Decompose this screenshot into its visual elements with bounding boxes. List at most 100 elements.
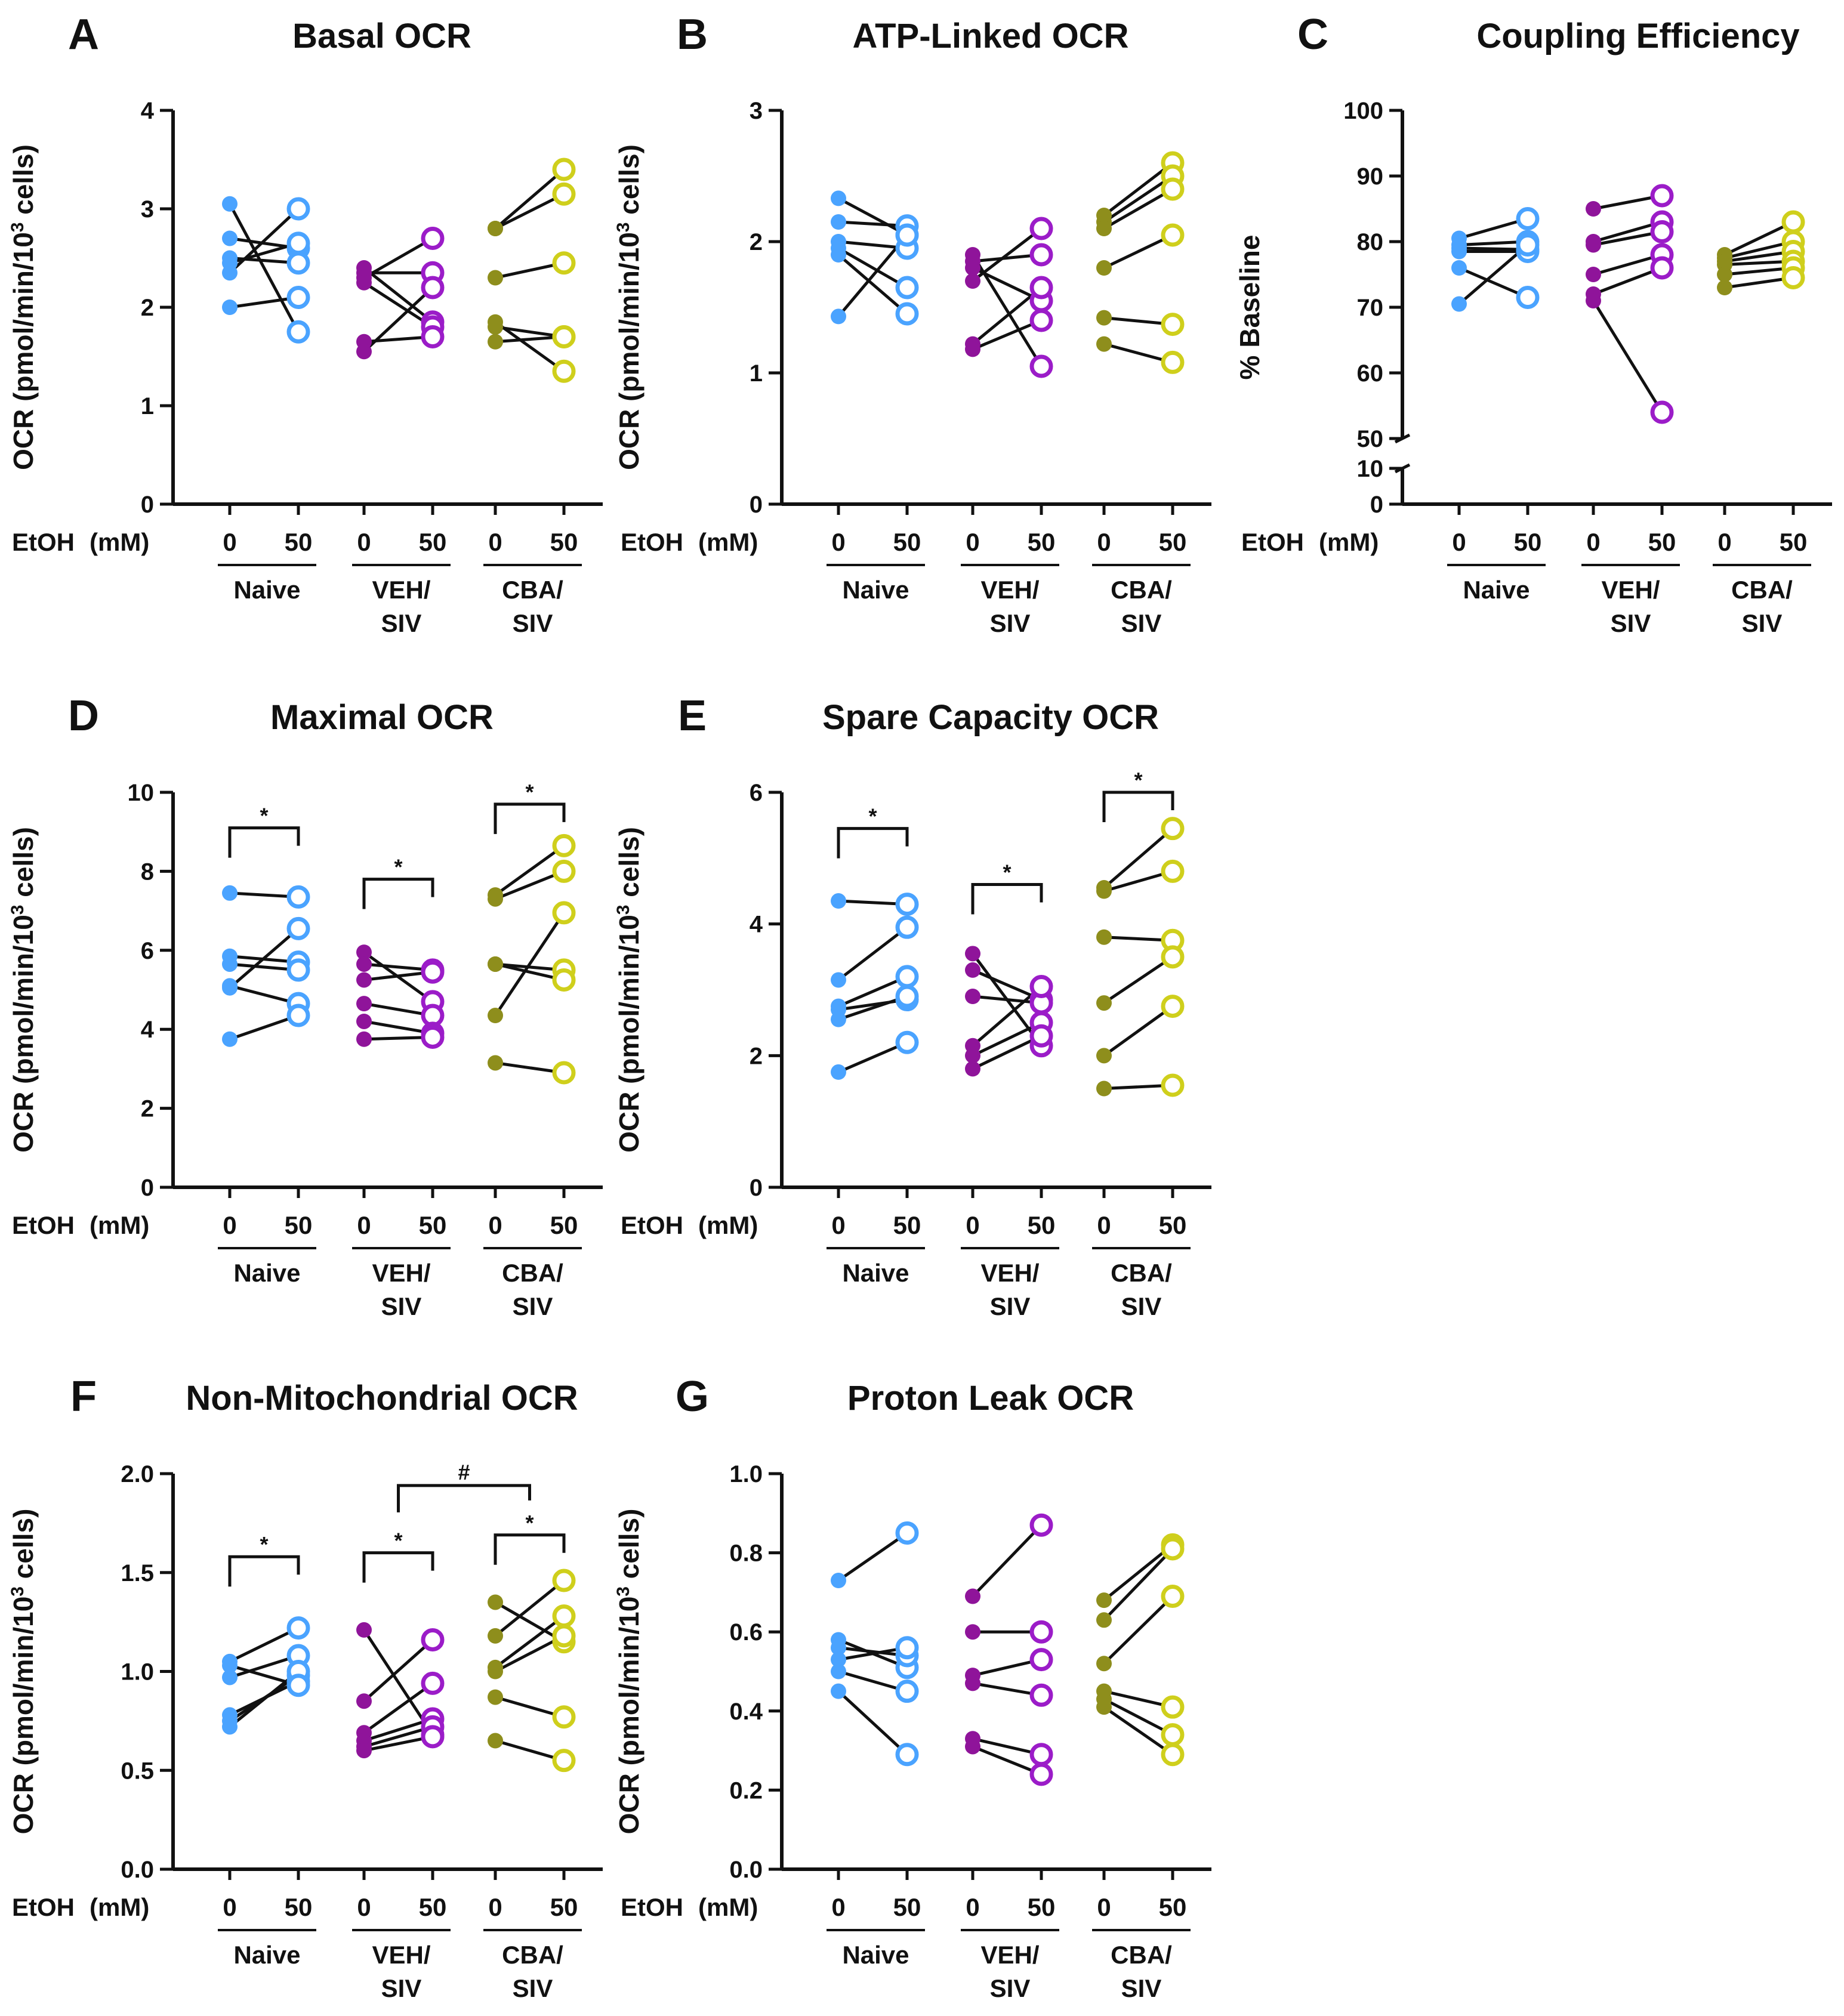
y-tick-label: 3 xyxy=(750,98,763,124)
pair-line xyxy=(1103,233,1174,270)
dose-label: 50 xyxy=(1514,528,1542,556)
pair-line xyxy=(1103,1706,1174,1756)
point-50mm xyxy=(286,1004,310,1027)
point-50mm xyxy=(421,325,445,348)
point-0mm xyxy=(965,946,980,962)
significance-bracket xyxy=(1102,791,1174,822)
dose-label: 0 xyxy=(357,1893,371,1921)
mm-label: (mM) xyxy=(1319,528,1379,556)
point-50mm xyxy=(286,251,310,275)
group-label: Naive xyxy=(842,576,909,604)
point-0mm xyxy=(831,1064,846,1080)
point-0mm xyxy=(831,1651,846,1668)
pair-line xyxy=(1723,220,1794,257)
point-50mm xyxy=(552,359,576,383)
point-0mm xyxy=(831,308,846,325)
point-50mm xyxy=(895,1636,919,1660)
panel-letter: C xyxy=(1297,11,1328,58)
pair-line xyxy=(972,1737,1042,1756)
point-50mm xyxy=(286,286,310,309)
pair-line xyxy=(1103,342,1173,364)
point-50mm xyxy=(421,227,445,250)
point-50mm xyxy=(895,1521,919,1545)
dose-label: 0 xyxy=(1097,1893,1111,1921)
point-0mm xyxy=(965,1739,980,1755)
pair-line xyxy=(1593,194,1663,211)
dose-label: 50 xyxy=(893,528,921,556)
pair-line xyxy=(837,254,908,315)
group-label-line2: SIV xyxy=(1742,609,1783,637)
dose-label: 50 xyxy=(1648,528,1676,556)
point-0mm xyxy=(488,1628,503,1644)
group-label: VEH/ xyxy=(372,1259,430,1287)
group-label: VEH/ xyxy=(372,576,430,604)
point-50mm xyxy=(1161,1723,1185,1747)
point-0mm xyxy=(831,190,846,206)
point-0mm xyxy=(488,1594,503,1610)
dose-label: 0 xyxy=(831,1211,845,1239)
point-0mm xyxy=(222,980,238,996)
pair-line xyxy=(838,1041,908,1074)
group-label: CBA/ xyxy=(502,1941,563,1969)
point-50mm xyxy=(286,885,310,909)
group-label: Naive xyxy=(842,1941,909,1969)
y-tick-label: 2.0 xyxy=(121,1461,154,1487)
point-50mm xyxy=(1029,1620,1053,1644)
pair-line xyxy=(495,870,565,901)
significance-bracket xyxy=(837,827,909,859)
point-0mm xyxy=(356,1693,372,1709)
pair-line xyxy=(363,1725,433,1748)
point-0mm xyxy=(1096,929,1112,945)
y-tick-label: 2 xyxy=(750,1043,763,1069)
dose-label: 0 xyxy=(1097,528,1111,556)
pair-line xyxy=(1593,253,1663,276)
y-tick-label: 0.6 xyxy=(729,1619,763,1645)
point-50mm xyxy=(1029,1683,1053,1707)
dose-label: 0 xyxy=(357,528,371,556)
pair-line xyxy=(837,1690,908,1756)
pair-line xyxy=(837,197,908,237)
pair-line xyxy=(229,208,300,274)
point-0mm xyxy=(1586,293,1601,308)
point-0mm xyxy=(831,1573,846,1589)
point-0mm xyxy=(222,265,238,281)
group-label: VEH/ xyxy=(372,1941,430,1969)
point-50mm xyxy=(286,231,310,255)
pair-line xyxy=(495,1696,565,1719)
point-0mm xyxy=(488,334,503,350)
point-50mm xyxy=(895,984,919,1008)
panel-letter: B xyxy=(677,11,708,58)
point-50mm xyxy=(1029,1762,1053,1786)
panel-letter: E xyxy=(678,692,707,740)
panel-title: Basal OCR xyxy=(292,17,471,55)
group-label: VEH/ xyxy=(980,576,1039,604)
y-tick-label: 2 xyxy=(750,229,763,255)
mm-label: (mM) xyxy=(90,1211,149,1239)
pair-line xyxy=(494,912,566,1017)
panel-g: 0.0 0.2 0.4 0.6 0.8 1.0 G Proton Leak OCR OCR (p… xyxy=(613,1373,1211,2002)
point-0mm xyxy=(965,1675,980,1691)
dose-label: 0 xyxy=(966,1211,979,1239)
point-50mm xyxy=(895,276,919,300)
point-0mm xyxy=(1586,237,1601,253)
etoh-label: EtOH xyxy=(621,528,683,556)
pair-line xyxy=(363,237,434,279)
significance-star: * xyxy=(260,804,268,828)
panel-title: Maximal OCR xyxy=(270,698,494,737)
point-50mm xyxy=(1161,1585,1185,1609)
mm-label: (mM) xyxy=(90,528,149,556)
point-0mm xyxy=(1717,280,1732,295)
y-tick-label: 2 xyxy=(141,295,154,321)
pair-line xyxy=(972,1034,1043,1070)
pair-line xyxy=(1593,220,1663,243)
point-50mm xyxy=(1029,217,1053,240)
mm-label: (mM) xyxy=(698,1211,758,1239)
point-50mm xyxy=(1161,1695,1185,1719)
dose-label: 0 xyxy=(488,1893,502,1921)
dose-label: 50 xyxy=(285,528,313,556)
panel-letter: D xyxy=(68,692,99,740)
dose-label: 0 xyxy=(488,1211,502,1239)
pair-line xyxy=(363,267,434,323)
point-0mm xyxy=(356,956,372,972)
